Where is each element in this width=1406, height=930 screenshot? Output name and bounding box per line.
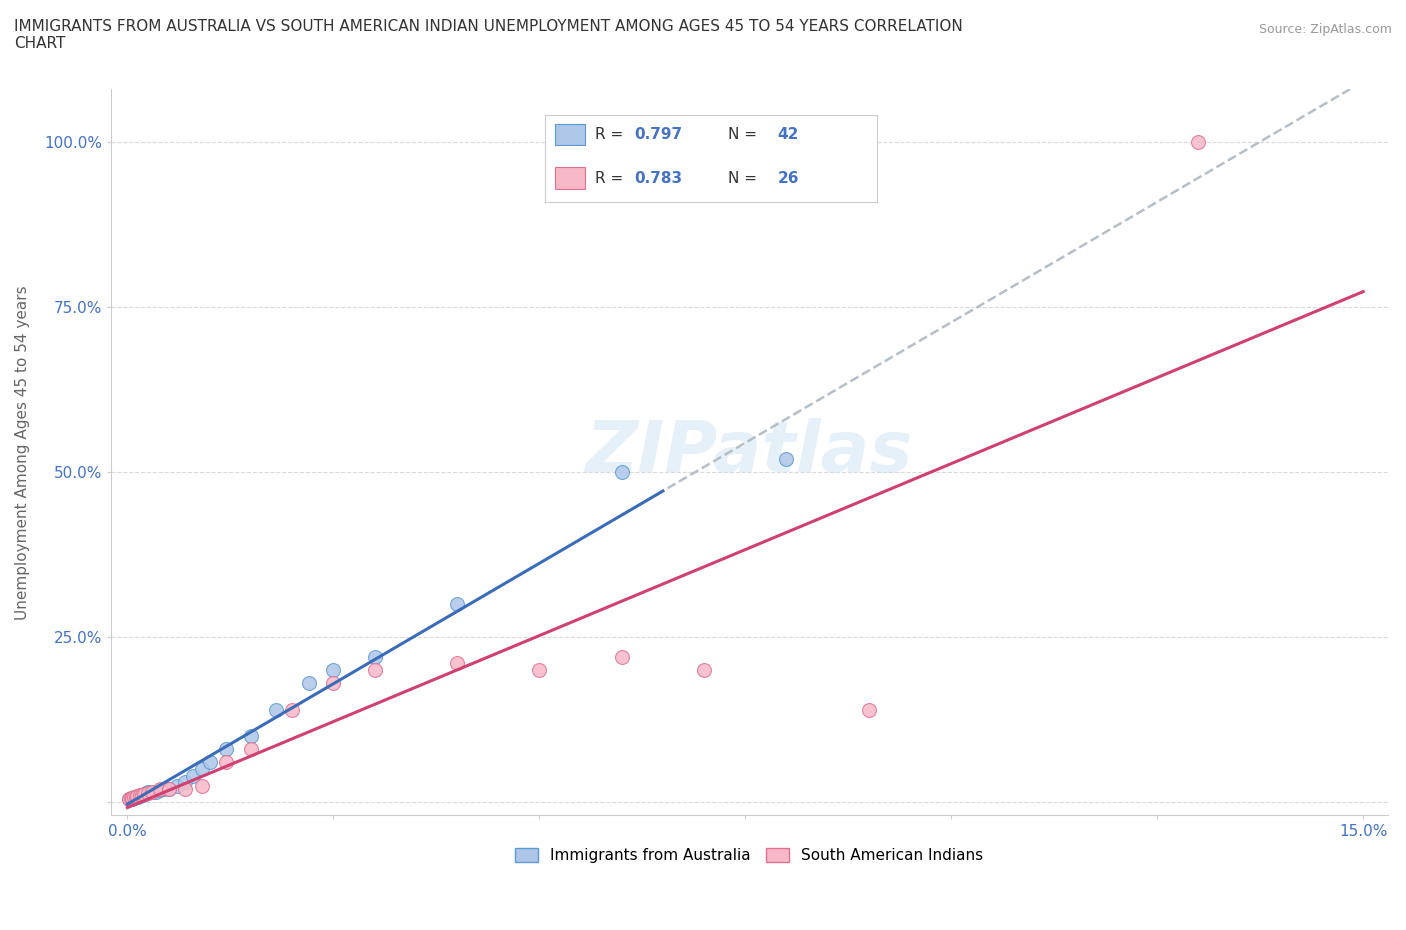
Point	[127, 790, 149, 804]
Point	[858, 702, 880, 717]
Point	[122, 790, 145, 805]
Point	[120, 791, 142, 806]
Point	[131, 788, 153, 803]
Point	[363, 663, 385, 678]
Point	[153, 781, 176, 796]
Point	[120, 790, 142, 805]
Point	[610, 465, 633, 480]
Point	[149, 781, 172, 796]
Legend: Immigrants from Australia, South American Indians: Immigrants from Australia, South America…	[509, 842, 990, 870]
Point	[190, 778, 212, 793]
Point	[128, 789, 150, 804]
Point	[264, 702, 287, 717]
Point	[215, 742, 238, 757]
Point	[136, 785, 159, 800]
Point	[198, 755, 221, 770]
Point	[298, 676, 321, 691]
Point	[174, 775, 197, 790]
Point	[136, 786, 159, 801]
Point	[128, 788, 150, 803]
Point	[322, 663, 344, 678]
Point	[190, 762, 212, 777]
Point	[145, 784, 167, 799]
Point	[131, 788, 153, 803]
Point	[122, 790, 145, 805]
Point	[121, 791, 143, 806]
Point	[322, 676, 344, 691]
Point	[134, 787, 156, 802]
Text: ZIPatlas: ZIPatlas	[586, 418, 912, 486]
Point	[118, 791, 141, 806]
Point	[128, 789, 150, 804]
Point	[136, 786, 159, 801]
Point	[174, 781, 197, 796]
Point	[127, 790, 149, 804]
Point	[166, 778, 188, 793]
Point	[121, 790, 143, 805]
Point	[215, 755, 238, 770]
Point	[693, 663, 716, 678]
Point	[124, 790, 146, 804]
Point	[281, 702, 304, 717]
Point	[446, 656, 468, 671]
Point	[240, 742, 263, 757]
Point	[118, 791, 141, 806]
Text: IMMIGRANTS FROM AUSTRALIA VS SOUTH AMERICAN INDIAN UNEMPLOYMENT AMONG AGES 45 TO: IMMIGRANTS FROM AUSTRALIA VS SOUTH AMERI…	[14, 19, 963, 51]
Point	[132, 787, 155, 802]
Point	[129, 788, 152, 803]
Point	[240, 728, 263, 743]
Point	[135, 786, 157, 801]
Point	[122, 790, 145, 804]
Point	[124, 790, 146, 804]
Point	[124, 790, 146, 804]
Point	[125, 790, 148, 804]
Point	[121, 791, 143, 806]
Point	[132, 788, 155, 803]
Point	[363, 649, 385, 664]
Point	[157, 781, 180, 796]
Point	[157, 781, 180, 796]
Point	[134, 786, 156, 801]
Text: Source: ZipAtlas.com: Source: ZipAtlas.com	[1258, 23, 1392, 36]
Point	[132, 787, 155, 802]
Point	[775, 451, 797, 466]
Point	[610, 649, 633, 664]
Point	[141, 785, 163, 800]
Point	[181, 768, 204, 783]
Point	[446, 597, 468, 612]
Point	[131, 788, 153, 803]
Y-axis label: Unemployment Among Ages 45 to 54 years: Unemployment Among Ages 45 to 54 years	[15, 285, 30, 619]
Point	[149, 783, 172, 798]
Point	[529, 663, 551, 678]
Point	[127, 789, 149, 804]
Point	[141, 785, 163, 800]
Point	[1187, 135, 1209, 150]
